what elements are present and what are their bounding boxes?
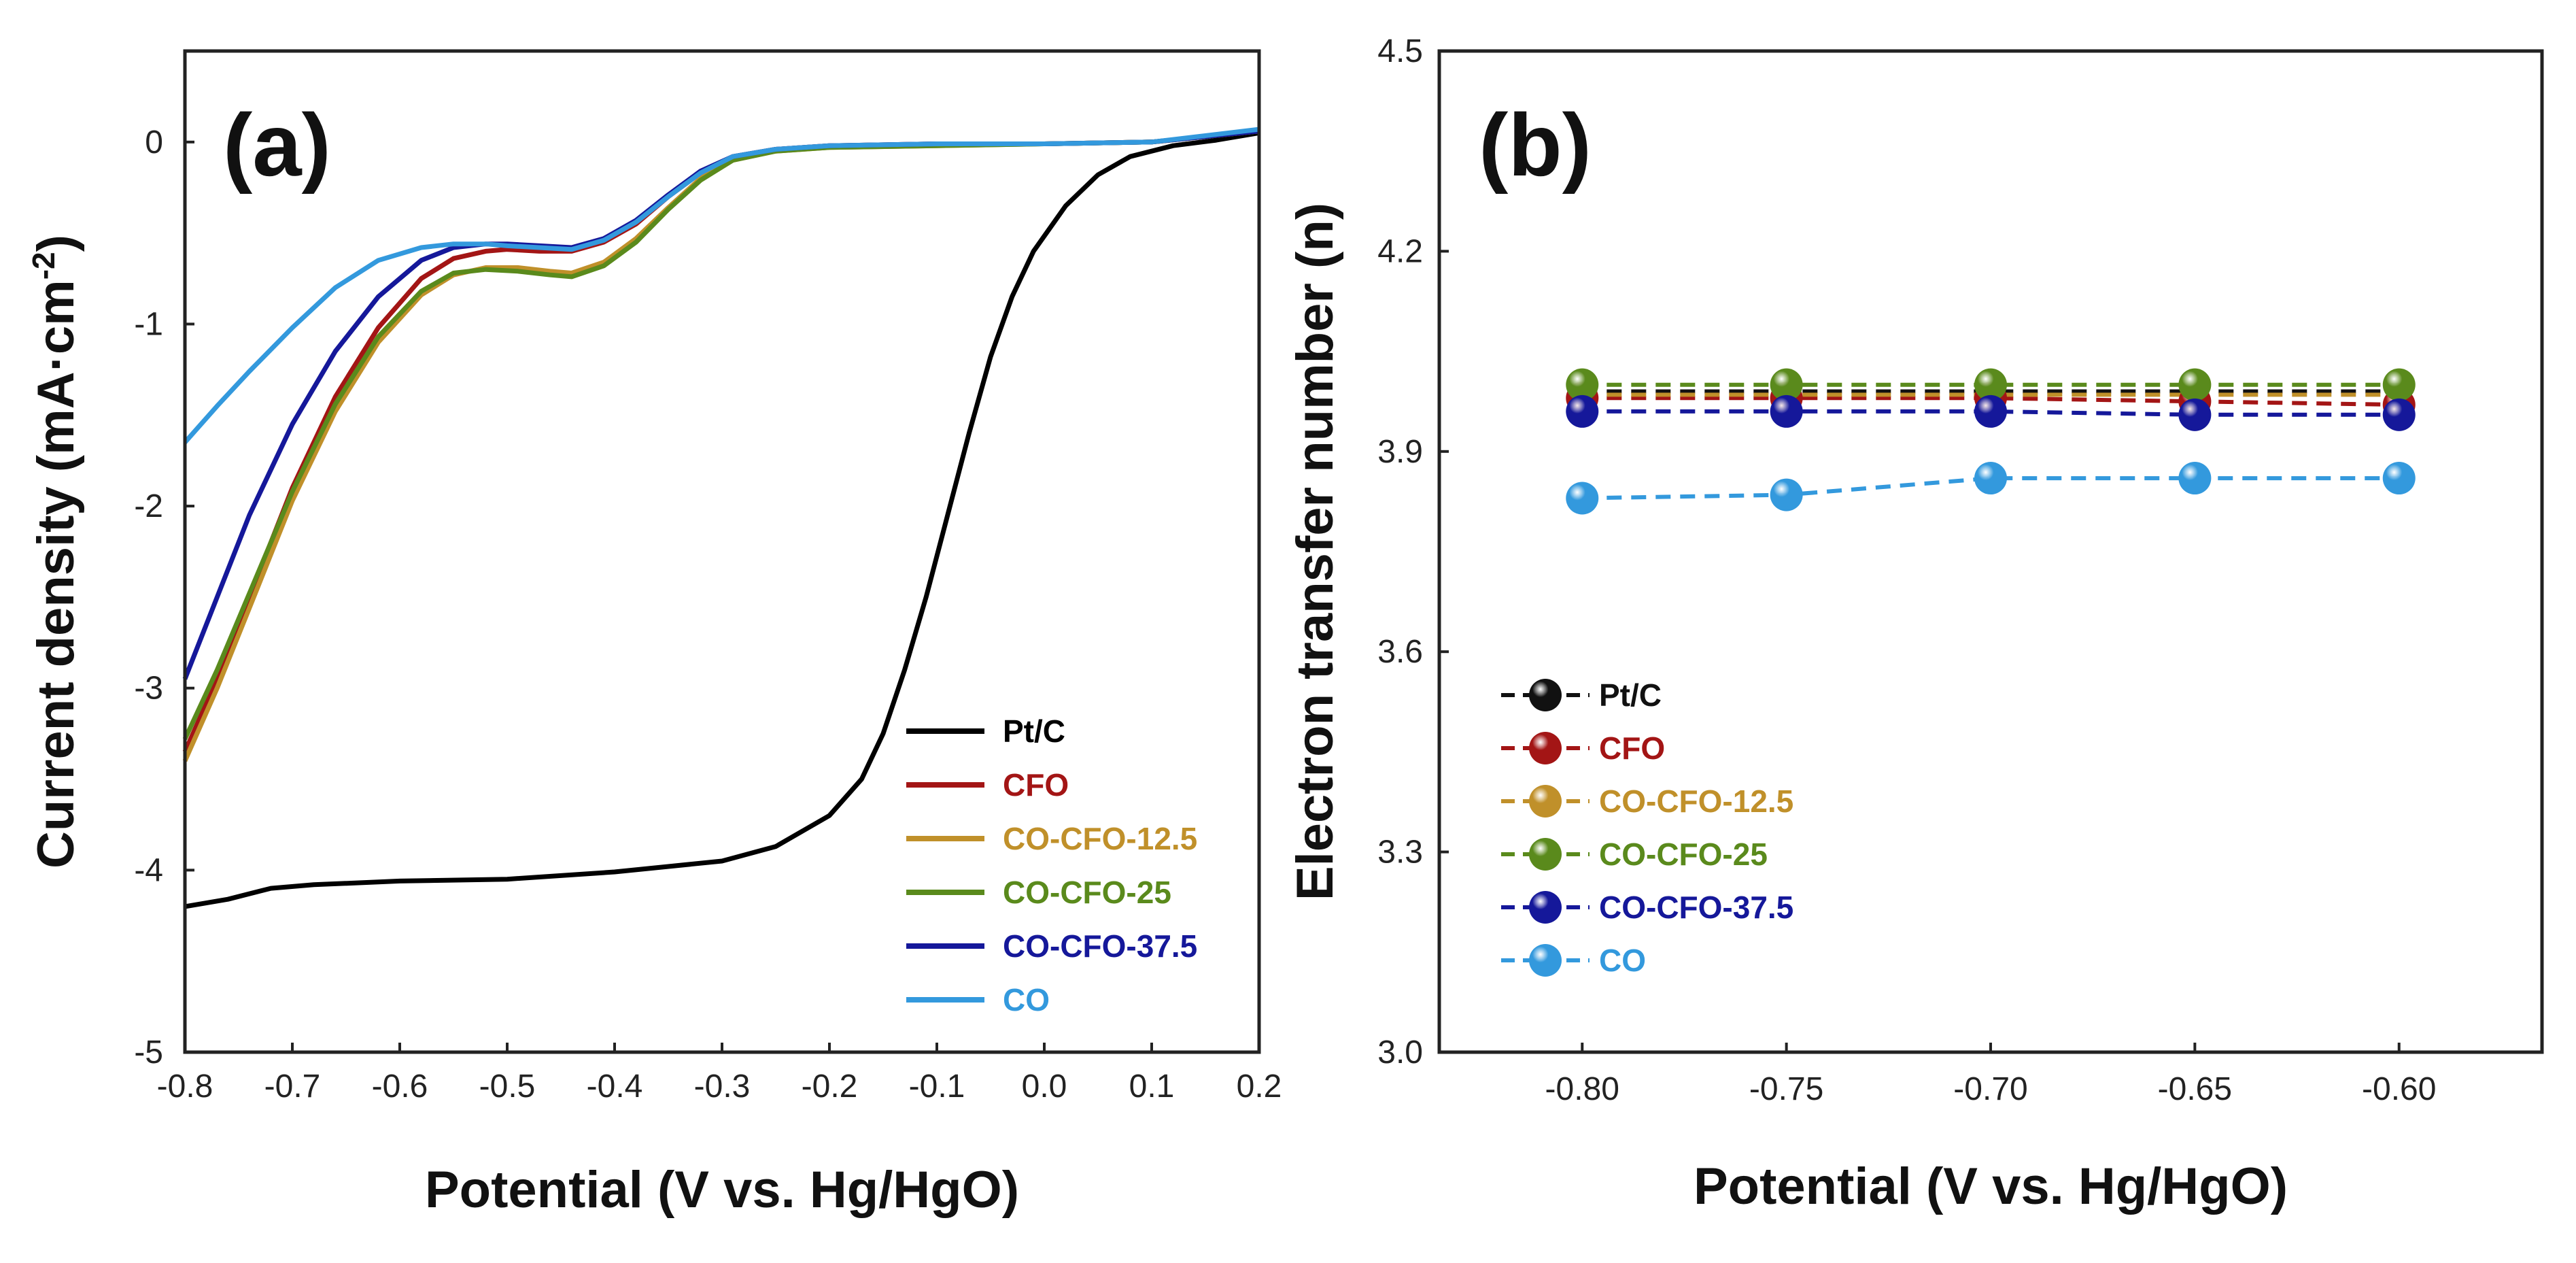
panel-b-series-co [1582,476,2399,501]
panel-b-x-tick-label: -0.65 [2158,1071,2232,1107]
panel-a-y-tick-label: -2 [134,488,163,524]
panel-b-legend-label-co-cfo-25: CO-CFO-25 [1599,837,1768,872]
panel-b-series-cfo [1582,396,2399,407]
panel-b-y-tick-label: 3.9 [1377,434,1423,470]
panel-a-plot-area [182,127,1260,909]
panel-b-x-tick-label: -0.80 [1545,1071,1619,1107]
panel-a-y-axis-title: Current density (mA·cm-2) [26,235,85,869]
panel-a-legend-label-pt-c: Pt/C [1003,713,1065,749]
panel-b-point-co-cfo-25 [1974,368,2007,401]
panel-a-x-tick-label: 0.0 [1022,1068,1067,1105]
panel-b: (b) -0.80 -0.75 -0.70 -0.65 -0.60 3.03.33.63… [1286,33,2544,1215]
panel-b-point-co-cfo-37-5 [2178,398,2212,431]
panel-b-x-tick-label: -0.70 [1953,1071,2027,1107]
panel-a-series-co [183,127,1260,444]
panel-b-legend-label-co-cfo-37-5: CO-CFO-37.5 [1599,890,1793,925]
panel-b-y-tick-label: 4.2 [1377,233,1423,269]
panel-a-x-tick-label: -0.1 [909,1068,965,1105]
panel-a-x-tick-label: 0.1 [1129,1068,1175,1105]
panel-b-legend-label-cfo: CFO [1599,730,1665,766]
panel-b-legend-label-co-cfo-12-5: CO-CFO-12.5 [1599,784,1793,819]
panel-a-y-tick-label: -1 [134,306,163,342]
panel-a-y-tick-label: -5 [134,1034,163,1071]
panel-b-legend-marker-co-cfo-25 [1529,838,1562,871]
panel-b-y-tick-label: 3.0 [1377,1034,1423,1071]
panel-b-point-co-cfo-37-5 [1974,394,2007,428]
panel-b-point-co-cfo-25 [2382,368,2416,401]
panel-b-y-axis-title: Electron transfer number (n) [1286,203,1344,900]
panel-a-y-tick-label: -3 [134,671,163,707]
panel-b-point-co-cfo-37-5 [2382,398,2416,431]
panel-b-x-tick-label: -0.60 [2362,1071,2436,1107]
panel-b-point-co [1974,462,2007,495]
panel-a: (a) -0.8 -0.7 -0.6 -0.5 -0.4 -0.3 -0.2 -0.1 0.0 0… [26,49,1282,1219]
panel-b-y-tick-label: 3.3 [1377,835,1423,871]
panel-b-series-co-cfo-37-5 [1582,409,2399,417]
panel-a-y-ticks: 0 -1 -2 -3 -4 -5 [134,124,194,1071]
panel-a-x-axis-title: Potential (V vs. Hg/HgO) [425,1161,1019,1219]
panel-b-point-co [2382,462,2416,495]
panel-b-y-ticks: 3.0 3.3 3.6 3.9 4.2 4.5 [1377,33,1449,1071]
panel-b-point-co [2178,462,2212,495]
panel-a-legend-label-cfo: CFO [1003,767,1069,803]
panel-a-x-tick-label: -0.5 [479,1068,536,1105]
panel-b-legend-marker-pt-c [1529,679,1562,711]
panel-b-point-co-cfo-25 [2178,368,2212,401]
panel-a-y-tick-label: -4 [134,852,163,888]
panel-b-x-axis-title: Potential (V vs. Hg/HgO) [1694,1158,2288,1215]
panel-a-y-axis-title-sup: -2 [26,252,61,280]
panel-a-legend-label-co-cfo-37-5: CO-CFO-37.5 [1003,928,1197,964]
panel-b-y-tick-label: 4.5 [1377,33,1423,69]
panel-b-legend-label-pt-c: Pt/C [1599,677,1662,713]
panel-a-y-tick-label: 0 [145,124,163,161]
panel-a-x-tick-label: -0.8 [157,1068,213,1105]
panel-a-y-axis-title-main: Current density (mA·cm [27,280,85,869]
panel-b-label: (b) [1479,95,1592,195]
panel-b-legend-marker-cfo [1529,732,1562,764]
panel-a-x-tick-label: -0.6 [372,1068,428,1105]
panel-b-x-ticks: -0.80 -0.75 -0.70 -0.65 -0.60 [1545,1043,2436,1107]
panel-b-legend-label-co: CO [1599,943,1646,978]
panel-b-point-co [1566,482,1599,515]
panel-b-x-tick-label: -0.75 [1749,1071,1823,1107]
panel-b-point-co [1770,478,1803,511]
panel-a-x-tick-label: -0.7 [264,1068,321,1105]
panel-a-legend: Pt/C CFO CO-CFO-12.5 CO-CFO-25 CO-CFO-37.5 CO [906,713,1197,1017]
panel-a-label: (a) [223,95,331,195]
panel-b-legend: Pt/C CFO CO-CFO-12.5 CO-CFO-25 CO-CFO-37.5 CO [1501,677,1793,978]
panel-b-legend-marker-co-cfo-37-5 [1529,891,1562,924]
panel-b-point-co-cfo-37-5 [1566,394,1599,428]
panel-b-point-co-cfo-25 [1770,368,1803,401]
panel-a-legend-label-co-cfo-12-5: CO-CFO-12.5 [1003,821,1197,856]
panel-a-legend-label-co-cfo-25: CO-CFO-25 [1003,875,1171,910]
panel-b-point-co-cfo-25 [1566,368,1599,401]
panel-b-legend-marker-co-cfo-12-5 [1529,785,1562,818]
panel-a-x-tick-label: -0.2 [802,1068,858,1105]
panel-b-y-tick-label: 3.6 [1377,634,1423,670]
panel-a-x-tick-label: -0.3 [694,1068,751,1105]
panel-a-x-tick-label: 0.2 [1237,1068,1282,1105]
panel-b-legend-marker-co [1529,944,1562,977]
panel-a-series-pt-c [184,130,1260,909]
panel-a-x-ticks: -0.8 -0.7 -0.6 -0.5 -0.4 -0.3 -0.2 -0.1 0.0 0.1 0.… [157,1043,1282,1105]
panel-b-point-co-cfo-37-5 [1770,394,1803,428]
panel-a-legend-label-co: CO [1003,982,1050,1017]
panel-b-plot-area [1566,368,2416,515]
panel-a-y-axis-title-close: ) [27,235,85,252]
panel-a-x-tick-label: -0.4 [587,1068,643,1105]
